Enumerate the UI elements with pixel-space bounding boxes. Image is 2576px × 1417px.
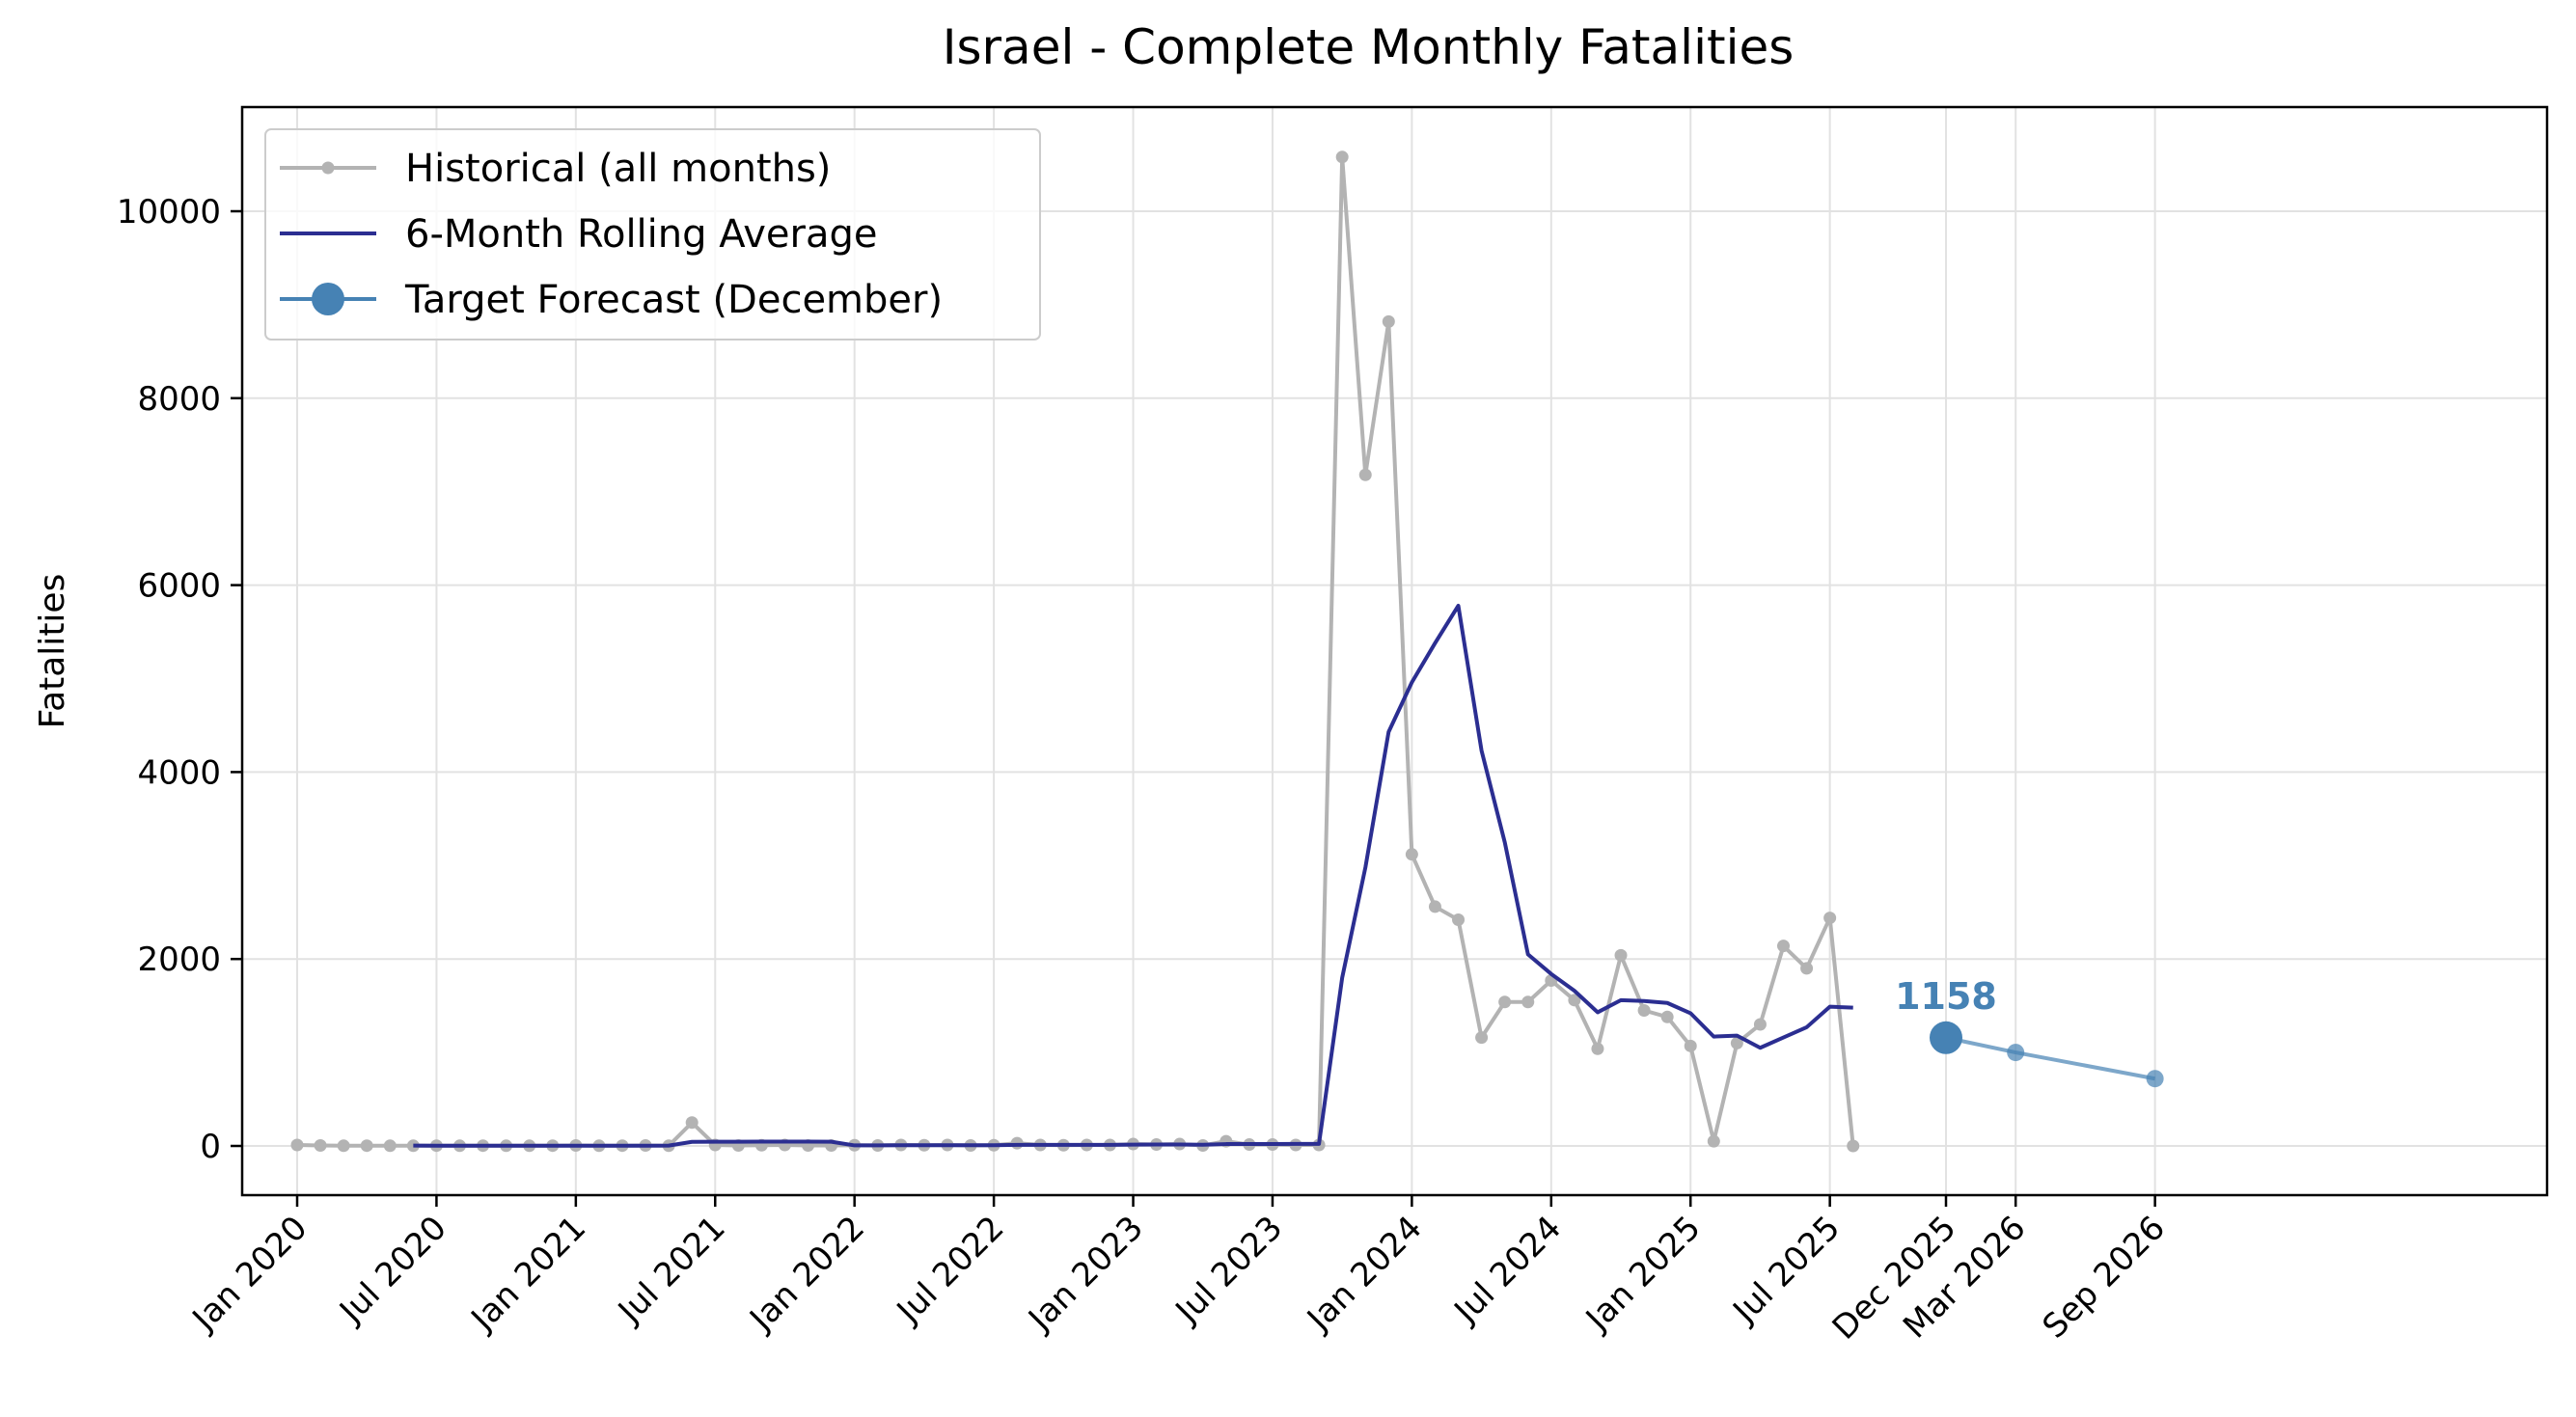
y-tick-label: 10000 — [117, 193, 221, 232]
historical-point — [1382, 314, 1395, 328]
historical-point — [1823, 912, 1837, 925]
legend-forecast-swatch-marker — [312, 283, 344, 315]
y-tick-label: 4000 — [137, 753, 221, 792]
historical-point — [1335, 150, 1349, 164]
forecast-point — [2007, 1044, 2025, 1062]
legend-historical-label: Historical (all months) — [405, 147, 831, 191]
historical-point — [337, 1139, 350, 1153]
y-axis-label: Fatalities — [33, 574, 72, 729]
forecast-value-label: 1158 — [1895, 975, 1997, 1018]
historical-point — [685, 1116, 699, 1130]
forecast-target-point — [1930, 1021, 1962, 1054]
historical-point — [360, 1139, 373, 1153]
axes-frame — [240, 105, 2549, 1197]
historical-point — [1614, 948, 1628, 962]
historical-point — [1428, 900, 1441, 913]
historical-point — [1591, 1042, 1604, 1055]
y-tick-label: 8000 — [137, 380, 221, 419]
historical-point — [1847, 1139, 1860, 1153]
historical-point — [1707, 1134, 1720, 1148]
historical-point — [1452, 913, 1466, 927]
historical-point — [1753, 1018, 1767, 1031]
historical-point — [1730, 1036, 1743, 1049]
legend-historical-swatch-marker — [321, 161, 335, 175]
historical-point — [1498, 995, 1512, 1009]
historical-point — [1358, 468, 1372, 481]
legend: Historical (all months) 6-Month Rolling A… — [264, 128, 1041, 341]
y-tick-label: 2000 — [137, 940, 221, 979]
historical-point — [1684, 1039, 1697, 1052]
chart-title: Israel - Complete Monthly Fatalities — [943, 19, 1795, 75]
historical-point — [1800, 962, 1814, 975]
plot-area: 1158 — [290, 150, 2164, 1153]
historical-point — [1568, 994, 1581, 1007]
legend-forecast-label: Target Forecast (December) — [404, 278, 943, 322]
y-tick-label: 6000 — [137, 567, 221, 606]
historical-point — [383, 1139, 397, 1153]
historical-point — [1521, 995, 1535, 1009]
historical-point — [1405, 848, 1418, 861]
historical-point — [290, 1138, 304, 1152]
historical-point — [314, 1139, 327, 1153]
legend-rolling-label: 6-Month Rolling Average — [405, 212, 878, 257]
forecast-point — [2146, 1070, 2164, 1088]
rolling-average-line — [413, 603, 1853, 1148]
historical-point — [1475, 1031, 1489, 1045]
legend-box — [264, 128, 1041, 341]
historical-point — [1637, 1003, 1651, 1017]
historical-point — [1660, 1010, 1674, 1023]
y-tick-label: 0 — [200, 1128, 221, 1166]
historical-point — [1777, 940, 1791, 953]
